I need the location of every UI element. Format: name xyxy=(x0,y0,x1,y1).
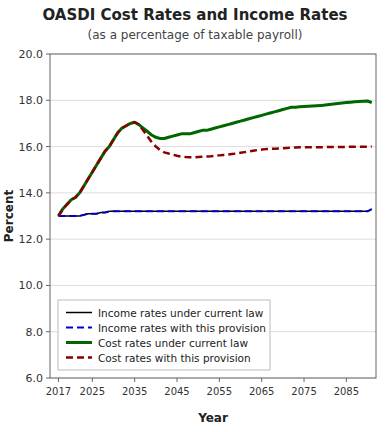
x-tick-label: 2085 xyxy=(334,386,359,397)
grid-line xyxy=(50,100,376,101)
y-tick xyxy=(46,100,50,101)
y-tick-label: 6.0 xyxy=(26,372,44,385)
x-tick xyxy=(177,378,178,382)
y-tick-label: 8.0 xyxy=(26,326,44,339)
y-tick xyxy=(46,54,50,55)
x-tick xyxy=(304,378,305,382)
lines xyxy=(58,101,371,216)
x-tick-label: 2055 xyxy=(207,386,232,397)
grid xyxy=(50,54,376,378)
series-line xyxy=(58,101,371,216)
y-tick-label: 12.0 xyxy=(19,233,44,246)
legend-swatch xyxy=(66,327,92,329)
plot-frame xyxy=(50,54,376,378)
legend-label: Income rates under current law xyxy=(98,307,264,319)
legend-label: Cost rates under current law xyxy=(98,337,248,349)
x-tick-label: 2075 xyxy=(291,386,316,397)
x-tick-label: 2035 xyxy=(122,386,147,397)
x-axis-label: Year xyxy=(197,411,228,425)
legend-swatch xyxy=(66,312,92,314)
y-tick xyxy=(46,146,50,147)
chart: OASDI Cost Rates and Income Rates (as a p… xyxy=(0,0,390,432)
x-tick-label: 2065 xyxy=(249,386,274,397)
x-tick-label: 2025 xyxy=(80,386,105,397)
title: OASDI Cost Rates and Income Rates xyxy=(42,6,347,24)
y-tick xyxy=(46,378,50,379)
legend-label: Income rates with this provision xyxy=(98,322,266,334)
x-tick xyxy=(92,378,93,382)
y-tick xyxy=(46,285,50,286)
x-tick xyxy=(346,378,347,382)
legend-swatch xyxy=(66,341,92,344)
legend: Income rates under current law Income rat… xyxy=(58,300,270,370)
grid-line xyxy=(50,239,376,240)
y-tick xyxy=(46,239,50,240)
series-line xyxy=(58,209,371,216)
x-tick xyxy=(58,378,59,382)
y-tick xyxy=(46,331,50,332)
grid-line xyxy=(50,192,376,193)
series-line xyxy=(58,209,371,216)
legend-swatch xyxy=(66,356,92,359)
y-tick-label: 14.0 xyxy=(19,187,44,200)
legend-box xyxy=(58,300,270,370)
y-tick-label: 10.0 xyxy=(19,279,44,292)
x-tick xyxy=(261,378,262,382)
x-tick-label: 2017 xyxy=(46,386,71,397)
subtitle: (as a percentage of taxable payroll) xyxy=(88,28,303,42)
y-axis-label: Percent xyxy=(2,190,16,243)
grid-line xyxy=(50,285,376,286)
x-tick xyxy=(134,378,135,382)
x-tick-label: 2045 xyxy=(164,386,189,397)
y-tick-label: 20.0 xyxy=(19,48,44,61)
x-tick xyxy=(219,378,220,382)
legend-label: Cost rates with this provision xyxy=(98,352,251,364)
y-tick-label: 16.0 xyxy=(19,141,44,154)
series-line xyxy=(58,122,371,216)
y-tick-label: 18.0 xyxy=(19,94,44,107)
y-tick xyxy=(46,192,50,193)
